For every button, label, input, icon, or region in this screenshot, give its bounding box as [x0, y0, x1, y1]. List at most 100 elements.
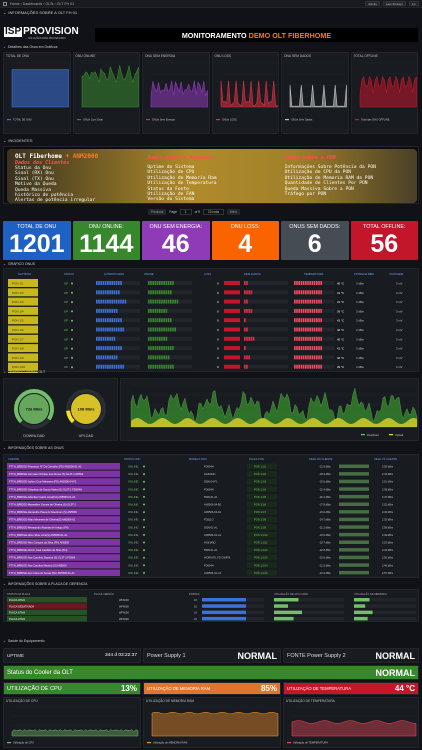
cpu-label: UTILIZAÇÃO DE CPU	[7, 685, 62, 692]
next-button[interactable]: Next	[227, 209, 240, 215]
onu-row[interactable]: FTTH_BRIDGE-Allan Menezes de Oliveira(S)…	[7, 516, 393, 523]
bar-segment	[102, 346, 105, 351]
onu-row[interactable]: FTTH_BRIDGE-Adenilse Castro Lima(FH) AN5…	[7, 493, 393, 500]
row-health[interactable]: ⌄ Saúde do Equipamento	[3, 639, 45, 643]
row-traffic[interactable]: ⌄ TRÁFEGO GERAL OLT	[3, 370, 46, 374]
mem-label: UTILIZAÇÃO DE MEMORIA RAM	[147, 686, 211, 691]
rx-bar	[339, 502, 369, 506]
bar-segment	[148, 281, 150, 285]
loss-bar	[224, 318, 240, 323]
bar-segment	[154, 318, 157, 323]
logo: ISP PROVISION SOLUÇÕES PARA PROVEDORES	[4, 27, 90, 42]
bar-segment	[250, 308, 253, 313]
chevron-down-icon: ⌄	[3, 639, 6, 643]
onu-row[interactable]: FTTH_BRIDGE-Ana Carolina Moreira (S) AN5…	[7, 561, 393, 569]
pon-power: 3 dBm	[356, 365, 365, 369]
prev-button[interactable]: Previous	[148, 209, 167, 215]
pon-cell	[247, 509, 277, 515]
onu-pon: PON 1/1/6	[254, 503, 267, 507]
onu-row[interactable]: FTTH_BRIDGE-Gleydson de Souza Vieira (S)…	[7, 485, 393, 493]
mini-chart-3: ONU LOSS ONUs LOSS	[211, 52, 279, 134]
header-title-orange: DEMO OLT FIBERHOME	[248, 30, 332, 40]
rx-bar	[339, 555, 369, 560]
row-info[interactable]: ⌄ INFORMAÇÕES SOBRE A OLT FH 01	[3, 10, 78, 15]
breadcrumb[interactable]: Home › Dashboards › OLTs › OLT FH 01	[10, 1, 75, 6]
row-onus-info[interactable]: ⌄ INFORMAÇÕES SOBRE AS ONUS	[3, 446, 64, 450]
bar-segment	[159, 346, 161, 351]
onu-row[interactable]: FTTH_BRIDGE-Alexandre Paiva do Nascimen …	[7, 508, 393, 516]
bar-segment	[156, 336, 159, 341]
rx-bar	[339, 540, 369, 544]
onu-row[interactable]: FTTH_BRIDGE-Alessandro Alcantar de Arauj…	[7, 523, 393, 531]
onu-row[interactable]: FTTH_BRIDGE-Germano Nicolau dos Nunes (S…	[7, 470, 393, 478]
onu-status: ONLINE	[128, 518, 139, 522]
onu-pon: PON 1/1/12	[254, 548, 268, 552]
bar-segment	[305, 364, 307, 369]
bar-segment	[163, 364, 165, 369]
onu-row[interactable]: FTTH_BRIDGE-Alcirio José Candido da Silv…	[7, 546, 393, 554]
row-board-info[interactable]: ⌄ INFORMAÇÕES SOBRE A PLACA DE GERENCIA	[3, 582, 88, 586]
onu-row[interactable]: FTTH_BRIDGE-Alex Campos da Silva (FH) AN…	[7, 539, 393, 546]
rx-bar	[339, 479, 369, 484]
row-details[interactable]: ⌄ Detalhes das Onus em Gráficos	[3, 45, 58, 49]
bar-segment	[98, 308, 100, 313]
grid-icon[interactable]	[3, 1, 7, 6]
incident-list-item: Utilização de Memoria Ram	[147, 175, 217, 181]
row-incidents[interactable]: ⌄ INCIDENTES	[3, 138, 33, 143]
uptime-value: 344 d 03:22:37	[104, 653, 137, 658]
pon-cell	[8, 325, 38, 334]
pon-name: PON 1/10	[12, 365, 26, 369]
loss-bar	[224, 364, 240, 369]
mini-chart-series	[220, 80, 278, 108]
rows-select[interactable]: 10 rows	[202, 209, 225, 215]
bar-segment	[165, 308, 168, 313]
refresh-picker[interactable]: 1m	[408, 1, 419, 6]
health-chart-plot: Utilização de CPU	[7, 706, 139, 745]
time-range-picker[interactable]: Last 30 days	[382, 1, 406, 6]
onu-row[interactable]: FTTH_BRIDGE-Jaílton Cruz Menezes (FD) AN…	[7, 478, 393, 485]
pon-power: 3 dBm	[356, 282, 365, 286]
user-label[interactable]: Admin	[365, 1, 380, 6]
bar-segment	[320, 355, 322, 360]
pon-cell	[247, 569, 277, 576]
onu-row[interactable]: FTTH_BRIDGE-Francisco N° Da Carvalho (FD…	[7, 463, 393, 470]
bar-segment	[104, 281, 107, 285]
bar-segment	[294, 327, 296, 332]
rx-bar	[339, 525, 369, 529]
incident-list-item: Utilização de FAN	[147, 192, 195, 198]
bar-segment	[172, 281, 174, 285]
pon-volt: 3 mV	[396, 337, 403, 341]
pon-loss: 0	[217, 291, 219, 295]
health-chart-0: UTILIZAÇÃO DE CPU Utilização de CPU	[3, 697, 141, 748]
bar-segment	[167, 299, 170, 304]
onu-row[interactable]: FTTH_BRIDGE-Ana Carolina Siqueira (S) GL…	[7, 554, 393, 561]
pon-cell	[8, 372, 38, 373]
pon-row: PON 1/10 UP 0 39 °C 3 dBm 3 mV	[8, 362, 403, 371]
onu-rx: -19.9 dBm	[319, 533, 331, 537]
stat-value: 6	[307, 230, 322, 258]
stat-onu-sem-energia: ONU SEM ENERGIA: 46	[142, 221, 210, 260]
bar-segment	[302, 318, 305, 323]
loss-bar	[224, 308, 240, 313]
bar-segment	[154, 281, 157, 285]
page-input[interactable]: 1	[179, 209, 192, 215]
bar-segment	[302, 299, 305, 304]
onu-row[interactable]: FTTH_BRIDGE-Aline Silva Lima(S) AN5506-0…	[7, 531, 393, 538]
bar-segment	[109, 355, 111, 360]
bar-segment	[154, 308, 157, 313]
status-dot-icon	[143, 480, 145, 483]
onu-row[interactable]: FTTH_BRIDGE-Ana Clara de Sousa (FH) AN55…	[7, 569, 393, 576]
pon-status: UP	[64, 328, 68, 332]
pon-row: PON 1/6 UP 0 40 °C 3 dBm 3 mV	[8, 325, 403, 334]
status-dot-icon	[71, 329, 73, 331]
onu-row[interactable]: FTTH_BRIDGE-Maxwellen Gomes de Oliveira …	[7, 501, 393, 508]
bar-segment	[102, 336, 105, 341]
bar-segment	[148, 290, 150, 295]
pon-data-list: Informações Sobre Potência da PON Utiliza…	[285, 165, 409, 197]
pon-status: UP	[64, 347, 68, 351]
onu-model: 5506-01-A1	[204, 495, 218, 499]
bar-bg	[274, 610, 344, 615]
row-graph-onus[interactable]: ⌄ GRÁFICO ONUS	[3, 262, 35, 266]
bar-segment	[120, 281, 122, 285]
stat-onus-sem-dados: ONUS SEM DADOS: 6	[281, 221, 349, 260]
